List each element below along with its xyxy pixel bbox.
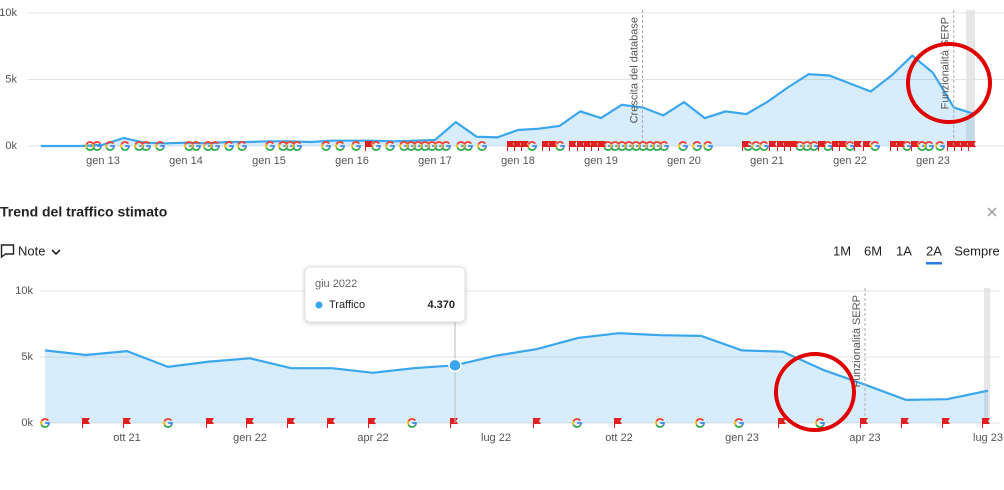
note-flag-icon: [123, 418, 131, 428]
note-flag-icon: [777, 141, 785, 151]
note-flag-icon: [206, 418, 214, 428]
note-flag-icon: [854, 141, 862, 151]
chart-title: Trend del traffico stimato: [0, 204, 167, 220]
note-flag-icon: [368, 418, 376, 428]
note-flag-icon: [82, 418, 90, 428]
tooltip-title: giu 2022: [315, 278, 357, 290]
range-button[interactable]: 1A: [896, 243, 912, 258]
annotation-label: Crescita del database: [628, 17, 640, 123]
note-flag-icon: [287, 418, 295, 428]
x-tick-label: apr 22: [357, 432, 388, 444]
tooltip: [304, 266, 466, 323]
range-button[interactable]: 1M: [833, 243, 851, 258]
note-flag-icon: [514, 141, 522, 151]
annotation-label: Funzionalità SERP: [851, 295, 863, 387]
x-tick-label: gen 16: [335, 155, 369, 167]
y-tick-label: 5k: [21, 351, 33, 363]
range-button[interactable]: 2A: [926, 243, 942, 258]
x-tick-label: gen 18: [501, 155, 535, 167]
note-flag-icon: [614, 418, 622, 428]
note-flag-icon: [533, 418, 541, 428]
range-underline: [926, 262, 942, 265]
y-tick-label: 0k: [21, 417, 33, 429]
note-button[interactable]: Note: [18, 243, 45, 258]
note-flag-icon: [521, 141, 529, 151]
line: [44, 332, 989, 402]
note-flag-icon: [901, 418, 909, 428]
note-flag-icon: [863, 141, 871, 151]
x-tick-label: gen 15: [252, 155, 286, 167]
x-tick-label: ott 22: [605, 432, 633, 444]
x-tick-label: gen 23: [725, 432, 759, 444]
close-icon[interactable]: [987, 207, 997, 217]
note-flag-icon: [968, 141, 976, 151]
note-flag-icon: [542, 141, 550, 151]
range-button[interactable]: Sempre: [954, 243, 1000, 258]
note-flag-icon: [839, 141, 847, 151]
note-flag-icon: [549, 141, 557, 151]
x-tick-label: gen 19: [584, 155, 618, 167]
note-flag-icon: [507, 141, 515, 151]
note-flag-icon: [246, 418, 254, 428]
note-flag-icon: [942, 418, 950, 428]
highlight-circle: [774, 352, 856, 432]
y-tick-label: 0k: [5, 140, 17, 152]
area-fill: [45, 333, 988, 423]
annotation-label: Funzionalità SERP: [940, 17, 952, 109]
note-flag-icon: [890, 141, 898, 151]
tooltip-label: Traffico: [329, 299, 365, 311]
x-tick-label: apr 23: [849, 432, 880, 444]
note-flag-icon: [577, 141, 585, 151]
y-tick-label: 5k: [5, 73, 17, 85]
note-flag-icon: [450, 418, 458, 428]
x-tick-label: gen 23: [916, 155, 950, 167]
note-flag-icon: [961, 141, 969, 151]
note-flag-icon: [365, 141, 373, 151]
chevron[interactable]: [51, 249, 61, 256]
line: [40, 54, 975, 148]
y-tick-label: 10k: [0, 7, 17, 19]
x-tick-label: gen 21: [750, 155, 784, 167]
x-tick-label: gen 22: [233, 432, 267, 444]
note-flag-icon: [569, 141, 577, 151]
note-flag-icon: [982, 418, 990, 428]
tooltip-value: 4.370: [427, 299, 455, 311]
note-flag-icon: [584, 141, 592, 151]
charts: 1M 6M 1A 2A Sempre 0k 5k 10k gen 13 gen 14 gen 15 g…: [0, 7, 1004, 444]
x-tick-label: gen 20: [667, 155, 701, 167]
note-flag-icon: [954, 141, 962, 151]
hover-point: [448, 358, 462, 373]
note-flag-icon: [769, 141, 777, 151]
area-fill: [40, 55, 975, 146]
note-flag-icon: [778, 418, 786, 428]
note-flag-icon: [911, 141, 919, 151]
tooltip-swatch: [315, 301, 323, 309]
y-tick-label: 10k: [15, 285, 33, 297]
x-tick-label: gen 17: [418, 155, 452, 167]
note-icon[interactable]: [0, 244, 15, 259]
current-band: [984, 288, 990, 424]
note-flag-icon: [327, 418, 335, 428]
note-flag-icon: [591, 141, 599, 151]
x-tick-label: gen 22: [833, 155, 867, 167]
x-tick-label: gen 13: [86, 155, 120, 167]
note-flag-icon: [947, 141, 955, 151]
highlight-circle: [906, 42, 992, 124]
x-tick-label: gen 14: [169, 155, 203, 167]
x-tick-label: ott 21: [113, 432, 141, 444]
range-button[interactable]: 6M: [864, 243, 882, 258]
x-tick-label: lug 23: [973, 432, 1003, 444]
note-flag-icon: [860, 418, 868, 428]
note-flag-icon: [832, 141, 840, 151]
x-tick-label: lug 22: [481, 432, 511, 444]
